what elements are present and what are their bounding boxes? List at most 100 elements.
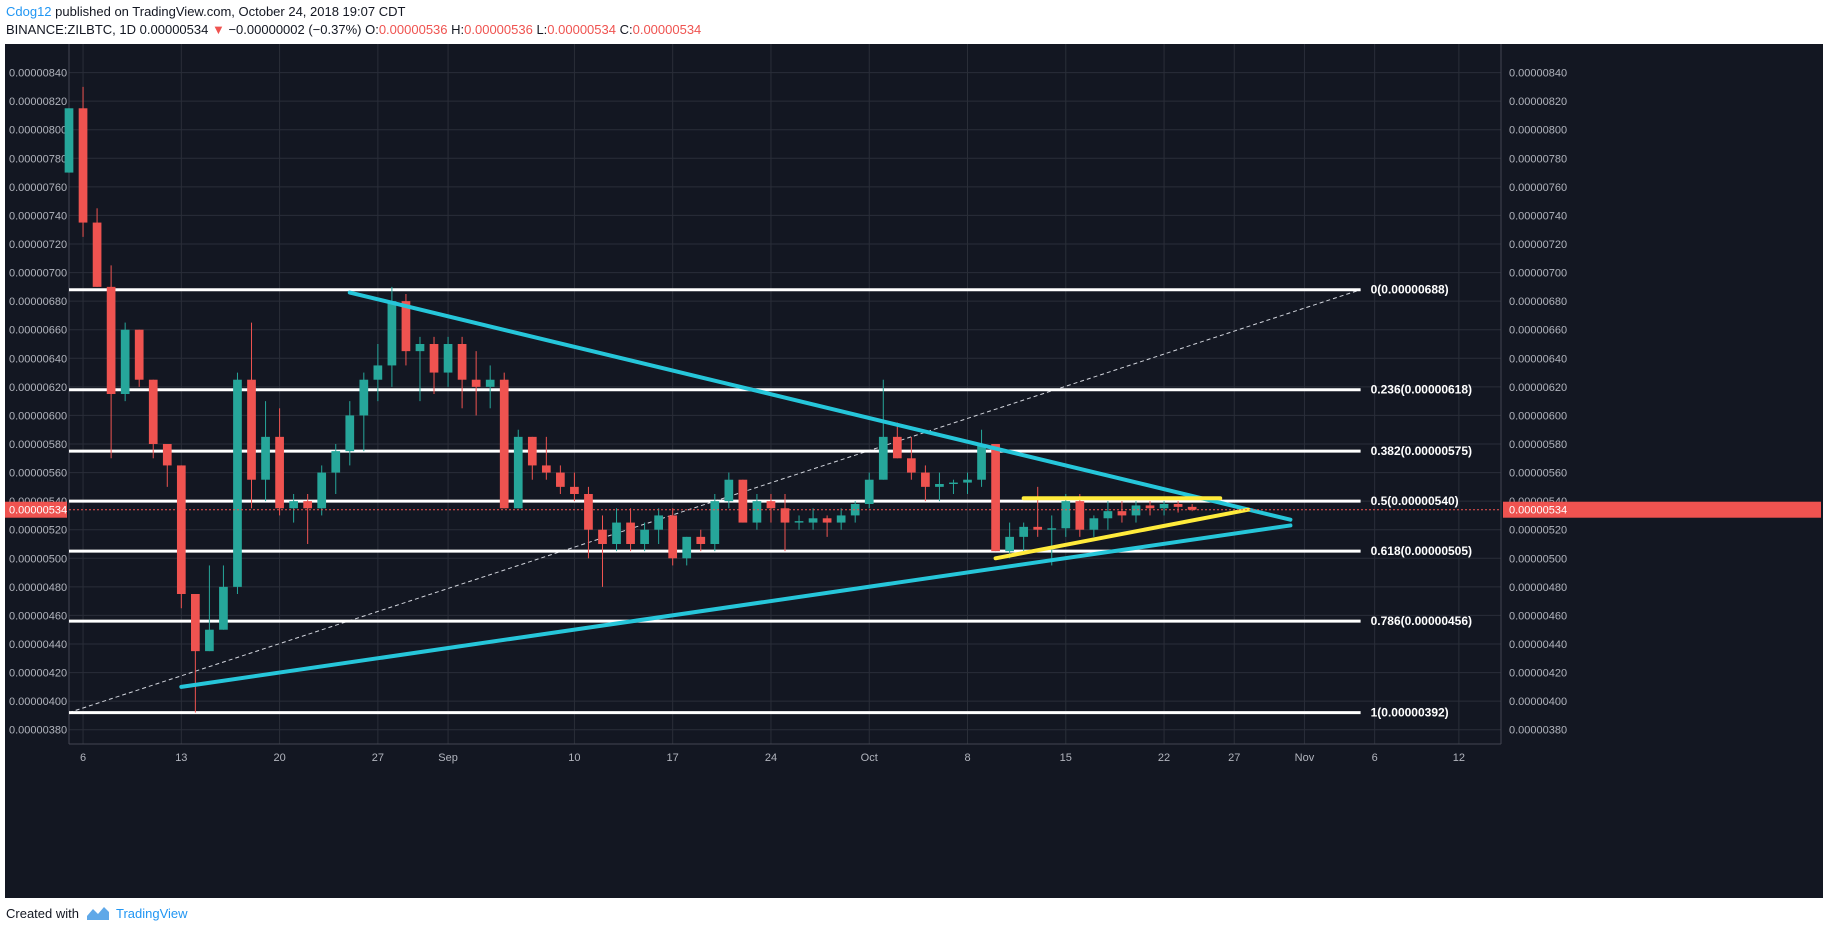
y-tick-label-right: 0.00000660 [1509,325,1567,337]
y-tick-label-left: 0.00000400 [9,696,67,708]
y-tick-label-right: 0.00000780 [1509,153,1567,165]
y-tick-label-left: 0.00000580 [9,439,67,451]
candle-body [106,286,116,394]
candle-body [443,344,453,373]
candle-body [836,515,846,523]
candlestick-chart[interactable]: 0.00000840 0.00000840 0.00000820 0.00000820… [5,44,1823,898]
y-tick-label-left: 0.00000560 [9,468,67,480]
fib-level-label: 1(0.00000392) [1371,706,1449,720]
candle-body [541,465,551,473]
candle-body [556,472,565,487]
y-tick-label-right: 0.00000700 [1509,268,1567,280]
candle-body [261,436,270,480]
chart-area[interactable]: 0.00000840 0.00000840 0.00000820 0.00000820… [5,44,1823,898]
y-tick-label-right: 0.00000840 [1509,68,1567,80]
x-tick-label: Oct [861,752,878,764]
x-tick-label: 6 [1372,752,1378,764]
y-tick-label-left: 0.00000680 [9,296,67,308]
symbol-label: BINANCE:ZILBTC, 1D [6,22,137,37]
candle-body [78,108,88,223]
candle-body [373,365,383,380]
candle-body [247,379,256,480]
x-tick-label: 27 [372,752,384,764]
x-tick-label: 22 [1158,752,1170,764]
tradingview-logo-icon[interactable] [86,904,110,922]
candle-body [1047,528,1057,530]
open-label: O: [365,22,379,37]
author-link[interactable]: Cdog12 [6,4,52,19]
y-tick-label-left: 0.00000440 [9,639,67,651]
candle-body [120,329,130,394]
candle-body [892,436,902,459]
y-tick-label-right: 0.00000460 [1509,610,1567,622]
x-tick-label: 20 [273,752,285,764]
y-tick-label-left: 0.00000520 [9,525,67,537]
candle-body [485,379,495,387]
x-tick-label: 17 [667,752,679,764]
y-tick-label-left: 0.00000660 [9,325,67,337]
x-tick-label: 27 [1228,752,1240,764]
y-tick-label-left: 0.00000460 [9,610,67,622]
candle-body [668,515,678,559]
y-tick-label-left: 0.00000740 [9,210,67,222]
candle-body [1033,526,1043,530]
y-tick-label-right: 0.00000580 [1509,439,1567,451]
publish-line: Cdog12 published on TradingView.com, Oct… [6,4,405,19]
candle-body [907,458,916,473]
fib-level-label: 0(0.00000688) [1371,283,1449,297]
y-tick-label-right: 0.00000480 [1509,582,1567,594]
y-tick-label-right: 0.00000800 [1509,125,1567,137]
candle-body [1131,505,1141,516]
last-price: 0.00000534 [139,22,209,37]
current-price-label-right: 0.00000534 [1509,505,1567,517]
y-tick-label-left: 0.00000720 [9,239,67,251]
trendline-ascending-support [179,523,1293,689]
fib-level-label: 0.382(0.00000575) [1371,444,1472,458]
candle-body [527,436,537,466]
x-tick-label: 13 [175,752,187,764]
candle-body [513,436,523,509]
candle-body [219,586,228,630]
y-tick-label-right: 0.00000640 [1509,353,1567,365]
candle-body [780,508,790,523]
y-tick-label-left: 0.00000760 [9,182,67,194]
y-tick-label-left: 0.00000620 [9,382,67,394]
candle-body [963,479,972,483]
candle-body [275,436,284,509]
candle-body [191,594,200,652]
candle-body [612,522,621,544]
high-label: H: [451,22,465,37]
y-tick-label-left: 0.00000820 [9,96,67,108]
candle-body [570,486,579,494]
candle-body [822,518,832,523]
candle-body [598,529,607,544]
trendline-descending-resistance [347,290,1293,522]
y-tick-label-right: 0.00000820 [1509,96,1567,108]
y-tick-label-left: 0.00000780 [9,153,67,165]
candle-body [1145,505,1155,509]
candle-body [710,501,720,544]
fib-level-label: 0.236(0.00000618) [1371,383,1472,397]
candle-body [626,522,635,544]
y-tick-label-right: 0.00000520 [1509,525,1567,537]
fib-level-label: 0.5(0.00000540) [1371,494,1459,508]
candle-body [471,379,481,387]
candle-body [949,482,958,484]
tradingview-link[interactable]: TradingView [116,906,188,921]
candle-body [696,536,706,544]
candle-body [752,501,762,523]
y-tick-label-left: 0.00000840 [9,68,67,80]
candle-body [64,108,74,173]
candle-body [1117,511,1127,516]
current-price-badge-left [5,501,67,518]
x-tick-label: 15 [1060,752,1072,764]
candle-body [1019,526,1029,537]
low-label: L: [536,22,548,37]
low-value: 0.00000534 [547,22,616,37]
y-tick-label-right: 0.00000500 [1509,553,1567,565]
y-tick-label-left: 0.00000500 [9,553,67,565]
candle-body [457,344,467,380]
candle-body [878,436,888,480]
candle-body [331,451,341,473]
fib-level-label: 0.618(0.00000505) [1371,544,1472,558]
